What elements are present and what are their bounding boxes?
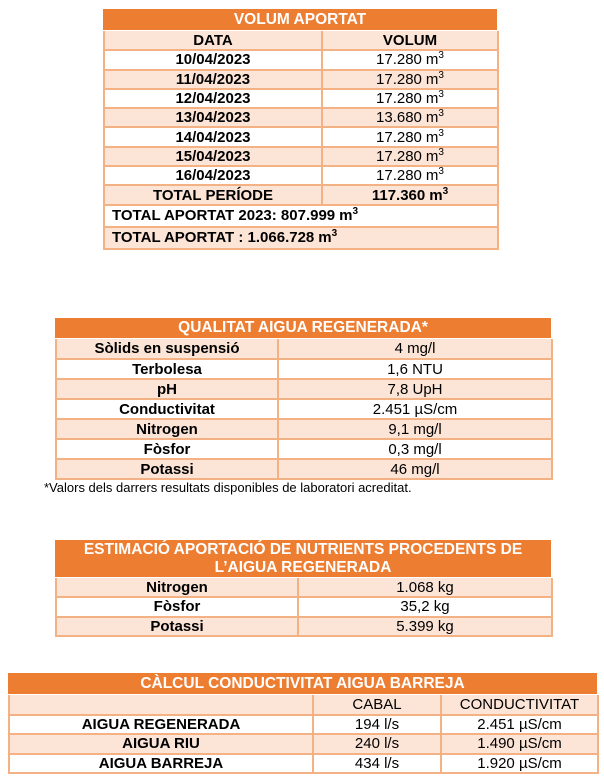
value-cell: 0,3 mg/l <box>277 438 553 460</box>
volume-cell: 13.680 m3 <box>321 107 499 129</box>
water-type-cell: AIGUA BARREJA <box>8 752 314 774</box>
value-cell: 1,6 NTU <box>277 358 553 380</box>
cabal-cell: 240 l/s <box>312 733 442 755</box>
volume-cell: 17.280 m3 <box>321 126 499 148</box>
table-row: AIGUA BARREJA 434 l/s 1.920 µS/cm <box>8 752 599 774</box>
param-cell: Sòlids en suspensió <box>55 339 279 360</box>
table-row: 14/04/2023 17.280 m3 <box>103 126 499 148</box>
qualitat-aigua-title: QUALITAT AIGUA REGENERADA* <box>55 318 551 338</box>
conductivitat-grid: CABAL CONDUCTIVITAT AIGUA REGENERADA 194… <box>8 695 599 774</box>
table-row: 11/04/2023 17.280 m3 <box>103 68 499 90</box>
cabal-cell: 434 l/s <box>312 752 442 774</box>
param-cell: Fòsfor <box>55 438 279 460</box>
total-aportat-row: TOTAL APORTAT : 1.066.728 m3 <box>103 225 499 250</box>
water-type-cell: AIGUA REGENERADA <box>8 713 314 735</box>
empty-header-cell <box>8 695 314 716</box>
total-aportat-cell: TOTAL APORTAT : 1.066.728 m3 <box>103 225 499 250</box>
total-aportat-2023-cell: TOTAL APORTAT 2023: 807.999 m3 <box>103 203 499 228</box>
cabal-cell: 194 l/s <box>312 713 442 735</box>
table-row: pH 7,8 UpH <box>55 378 553 400</box>
volume-cell: 17.280 m3 <box>321 165 499 187</box>
qualitat-aigua-grid: Sòlids en suspensió 4 mg/l Terbolesa 1,6… <box>55 339 553 480</box>
table-header-row: CABAL CONDUCTIVITAT <box>8 695 599 716</box>
nutrients-table: ESTIMACIÓ APORTACIÓ DE NUTRIENTS PROCEDE… <box>55 540 553 637</box>
total-periode-value: 117.360 m3 <box>321 184 499 206</box>
value-cell: 7,8 UpH <box>277 378 553 400</box>
qualitat-aigua-table: QUALITAT AIGUA REGENERADA* Sòlids en sus… <box>55 318 553 480</box>
value-cell: 4 mg/l <box>277 339 553 360</box>
column-header-conductivitat: CONDUCTIVITAT <box>440 695 599 716</box>
table-row: 13/04/2023 13.680 m3 <box>103 107 499 129</box>
table-row: AIGUA REGENERADA 194 l/s 2.451 µS/cm <box>8 713 599 735</box>
date-cell: 15/04/2023 <box>103 145 323 168</box>
table-header-row: DATA VOLUM <box>103 31 499 52</box>
param-cell: Nitrogen <box>55 578 299 599</box>
column-header-data: DATA <box>103 31 323 52</box>
table-row: Nitrogen 1.068 kg <box>55 578 553 599</box>
table-row: 15/04/2023 17.280 m3 <box>103 145 499 168</box>
column-header-cabal: CABAL <box>312 695 442 716</box>
volum-aportat-grid: DATA VOLUM 10/04/2023 17.280 m3 11/04/202… <box>103 31 499 250</box>
table-row: Terbolesa 1,6 NTU <box>55 358 553 380</box>
volume-cell: 17.280 m3 <box>321 49 499 71</box>
table-row: 10/04/2023 17.280 m3 <box>103 49 499 71</box>
conductivitat-cell: 2.451 µS/cm <box>440 713 599 735</box>
table-row: Potassi 46 mg/l <box>55 458 553 480</box>
date-cell: 11/04/2023 <box>103 68 323 90</box>
total-periode-row: TOTAL PERÍODE 117.360 m3 <box>103 184 499 206</box>
total-aportat-2023-row: TOTAL APORTAT 2023: 807.999 m3 <box>103 203 499 228</box>
water-type-cell: AIGUA RIU <box>8 733 314 755</box>
conductivitat-title: CÀLCUL CONDUCTIVITAT AIGUA BARREJA <box>8 673 597 694</box>
table-row: 12/04/2023 17.280 m3 <box>103 87 499 110</box>
table-row: 16/04/2023 17.280 m3 <box>103 165 499 187</box>
date-cell: 10/04/2023 <box>103 49 323 71</box>
param-cell: Potassi <box>55 458 279 480</box>
value-cell: 1.068 kg <box>297 578 553 599</box>
lab-footnote: *Valors dels darrers resultats disponibl… <box>44 480 412 495</box>
date-cell: 12/04/2023 <box>103 87 323 110</box>
nutrients-grid: Nitrogen 1.068 kg Fòsfor 35,2 kg Potassi… <box>55 578 553 637</box>
table-row: Sòlids en suspensió 4 mg/l <box>55 339 553 360</box>
volume-cell: 17.280 m3 <box>321 145 499 168</box>
conductivitat-cell: 1.920 µS/cm <box>440 752 599 774</box>
date-cell: 13/04/2023 <box>103 107 323 129</box>
column-header-volum: VOLUM <box>321 31 499 52</box>
value-cell: 35,2 kg <box>297 596 553 618</box>
table-row: AIGUA RIU 240 l/s 1.490 µS/cm <box>8 733 599 755</box>
param-cell: Conductivitat <box>55 398 279 420</box>
date-cell: 14/04/2023 <box>103 126 323 148</box>
table-row: Conductivitat 2.451 µS/cm <box>55 398 553 420</box>
conductivitat-table: CÀLCUL CONDUCTIVITAT AIGUA BARREJA CABAL… <box>8 673 599 774</box>
date-cell: 16/04/2023 <box>103 165 323 187</box>
table-row: Nitrogen 9,1 mg/l <box>55 418 553 440</box>
param-cell: Fòsfor <box>55 596 299 618</box>
nutrients-title: ESTIMACIÓ APORTACIÓ DE NUTRIENTS PROCEDE… <box>55 540 551 577</box>
conductivitat-cell: 1.490 µS/cm <box>440 733 599 755</box>
value-cell: 46 mg/l <box>277 458 553 480</box>
value-cell: 5.399 kg <box>297 615 553 637</box>
table-row: Fòsfor 0,3 mg/l <box>55 438 553 460</box>
param-cell: Potassi <box>55 615 299 637</box>
volume-cell: 17.280 m3 <box>321 68 499 90</box>
table-row: Potassi 5.399 kg <box>55 615 553 637</box>
param-cell: Nitrogen <box>55 418 279 440</box>
volum-aportat-table: VOLUM APORTAT DATA VOLUM 10/04/2023 17.2… <box>103 9 499 250</box>
value-cell: 2.451 µS/cm <box>277 398 553 420</box>
volume-cell: 17.280 m3 <box>321 87 499 110</box>
value-cell: 9,1 mg/l <box>277 418 553 440</box>
param-cell: pH <box>55 378 279 400</box>
table-row: Fòsfor 35,2 kg <box>55 596 553 618</box>
volum-aportat-title: VOLUM APORTAT <box>103 9 497 30</box>
total-periode-label: TOTAL PERÍODE <box>103 184 323 206</box>
param-cell: Terbolesa <box>55 358 279 380</box>
